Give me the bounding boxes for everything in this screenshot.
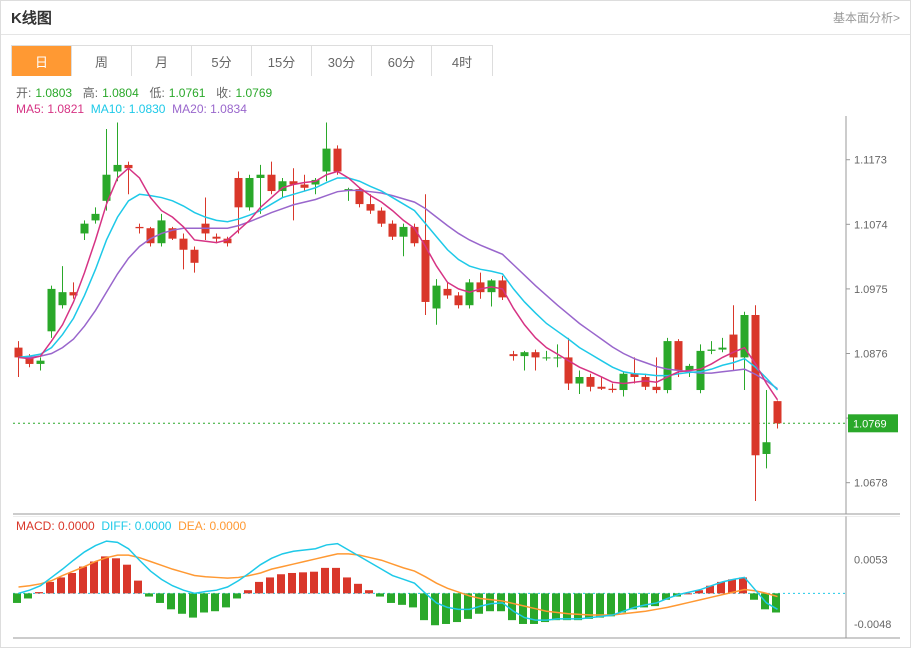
chart-title: K线图 [11, 7, 52, 28]
svg-text:1.0769: 1.0769 [853, 418, 887, 430]
svg-text:1.0678: 1.0678 [854, 478, 888, 490]
fundamental-link[interactable]: 基本面分析> [833, 9, 900, 26]
macd-chart[interactable]: 0.0053 -0.0048 [11, 516, 900, 641]
ohlc-row: 开:1.0803 高:1.0804 低:1.0761 收:1.0769 [16, 84, 276, 101]
tab-week[interactable]: 周 [72, 46, 132, 76]
tab-day[interactable]: 日 [12, 46, 72, 76]
tab-5m[interactable]: 5分 [192, 46, 252, 76]
svg-text:1.1074: 1.1074 [854, 219, 888, 231]
svg-text:0.0053: 0.0053 [854, 555, 888, 567]
candlestick-chart[interactable]: 1.11731.10741.09751.08761.07771.06781.07… [11, 76, 900, 516]
macd-row: MACD: 0.0000 DIFF: 0.0000 DEA: 0.0000 [16, 519, 246, 533]
svg-text:-0.0048: -0.0048 [854, 619, 891, 631]
tab-30m[interactable]: 30分 [312, 46, 372, 76]
tab-month[interactable]: 月 [132, 46, 192, 76]
svg-text:1.0876: 1.0876 [854, 348, 888, 360]
tab-60m[interactable]: 60分 [372, 46, 432, 76]
svg-text:1.0975: 1.0975 [854, 284, 888, 296]
svg-text:1.1173: 1.1173 [854, 155, 887, 167]
timeframe-tabs: 日 周 月 5分 15分 30分 60分 4时 [11, 45, 493, 76]
tab-4h[interactable]: 4时 [432, 46, 492, 76]
ma-row: MA5: 1.0821 MA10: 1.0830 MA20: 1.0834 [16, 102, 247, 116]
tab-15m[interactable]: 15分 [252, 46, 312, 76]
